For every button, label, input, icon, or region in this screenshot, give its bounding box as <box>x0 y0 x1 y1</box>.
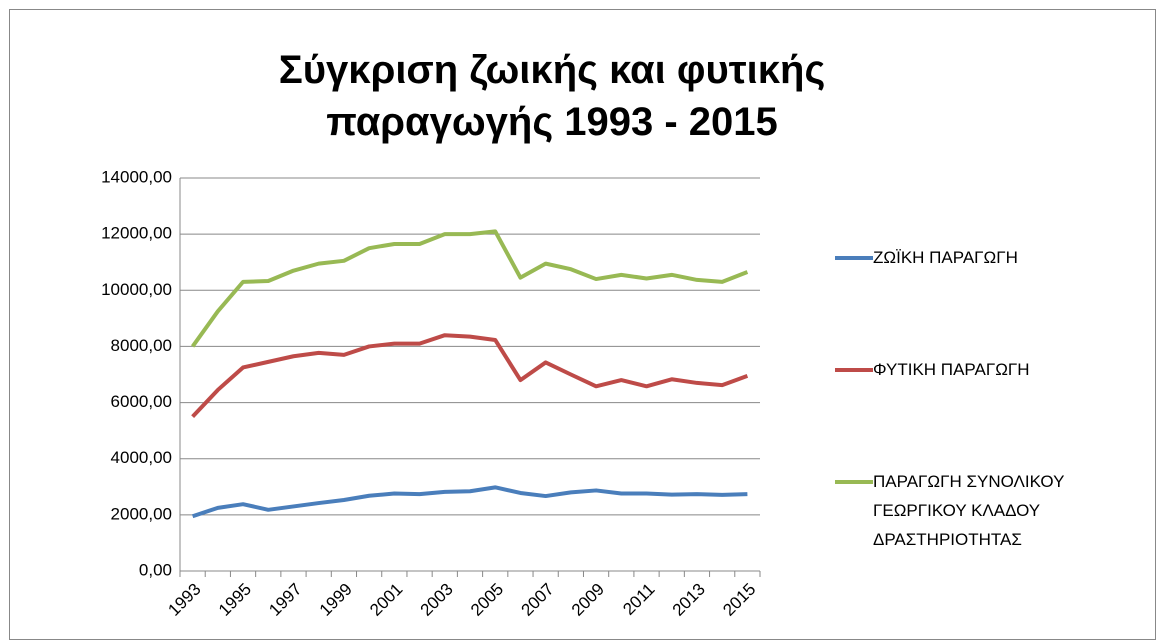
series-line <box>191 333 749 418</box>
y-tick-label: 10000,00 <box>101 280 172 299</box>
legend-item: ΠΑΡΑΓΩΓΗ ΣΥΝΟΛΙΚΟΥ ΓΕΩΡΓΙΚΟΥ ΚΛΑΔΟΥ ΔΡΑΣ… <box>835 467 1135 554</box>
legend-swatch <box>835 368 873 372</box>
legend-swatch <box>835 480 873 484</box>
y-tick-label: 14000,00 <box>101 167 172 186</box>
y-tick-label: 4000,00 <box>111 448 172 467</box>
y-tick-label: 0,00 <box>139 560 172 579</box>
x-tick-label: 2009 <box>568 580 608 620</box>
legend-item: ΦΥΤΙΚΗ ΠΑΡΑΓΩΓΗ <box>835 355 1135 384</box>
x-tick-label: 2003 <box>417 580 457 620</box>
x-tick-label: 2005 <box>467 580 507 620</box>
x-tick-label: 2001 <box>366 580 406 620</box>
x-tick-label: 1993 <box>164 580 204 620</box>
x-tick-label: 2007 <box>517 580 557 620</box>
x-tick-label: 1997 <box>265 580 305 620</box>
chart-border <box>9 9 1156 640</box>
legend-item: ΖΩΪΚΗ ΠΑΡΑΓΩΓΗ <box>835 243 1135 272</box>
legend-swatch <box>835 256 873 260</box>
legend-label: ΖΩΪΚΗ ΠΑΡΑΓΩΓΗ <box>873 248 1018 267</box>
x-tick-label: 2011 <box>619 580 658 619</box>
x-tick-label: 2013 <box>669 580 709 620</box>
legend-label: ΦΥΤΙΚΗ ΠΑΡΑΓΩΓΗ <box>873 360 1030 379</box>
x-tick-label: 2015 <box>719 580 759 620</box>
series-line <box>190 229 749 348</box>
series-line <box>191 485 748 519</box>
y-tick-label: 2000,00 <box>111 504 172 523</box>
x-tick-label: 1999 <box>316 580 356 620</box>
chart-title: Σύγκριση ζωικής και φυτικής παραγωγής 19… <box>278 48 826 144</box>
y-tick-label: 12000,00 <box>101 224 172 243</box>
x-tick-label: 1995 <box>215 580 255 620</box>
y-tick-label: 8000,00 <box>111 336 172 355</box>
y-tick-label: 6000,00 <box>111 392 172 411</box>
legend-label: ΠΑΡΑΓΩΓΗ ΣΥΝΟΛΙΚΟΥ ΓΕΩΡΓΙΚΟΥ ΚΛΑΔΟΥ ΔΡΑΣ… <box>873 472 1065 549</box>
